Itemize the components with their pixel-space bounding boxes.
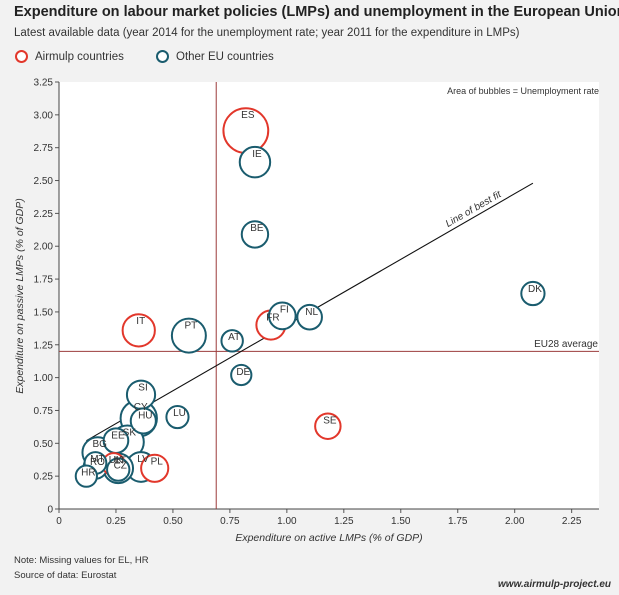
x-tick-label: 0	[56, 516, 62, 527]
bubble-label-fi: FI	[280, 305, 289, 316]
bubble-label-lt: LT	[115, 455, 126, 466]
bubble-hu	[129, 407, 157, 435]
y-tick-label: 2.00	[34, 242, 54, 253]
y-tick-label: 2.75	[34, 143, 54, 154]
x-tick-label: 1.25	[334, 516, 354, 527]
y-axis-label: Expenditure on passive LMPs (% of GDP)	[14, 198, 26, 394]
bubble-label-es: ES	[241, 110, 255, 121]
y-tick-label: 3.25	[34, 78, 54, 89]
bubble-label-nl: NL	[305, 307, 318, 318]
y-tick-label: 0.50	[34, 439, 54, 450]
bubble-label-pt: PT	[184, 321, 197, 332]
bubble-label-hu: HU	[138, 410, 152, 421]
bubble-label-cy: CY	[134, 402, 148, 413]
axes: 0 0.25 0.50 0.75 1.00 1.25 1.50 1.75 2.00 2.25 2.5…	[34, 78, 599, 527]
x-tick-label: 1.00	[277, 516, 297, 527]
bubble-it	[121, 313, 156, 348]
x-axis-label: Expenditure on active LMPs (% of GDP)	[235, 532, 422, 544]
bubble-label-bg: BG	[93, 439, 108, 450]
x-tick-label: 1.50	[391, 516, 411, 527]
y-tick-label: 0.25	[34, 472, 54, 483]
bubble-label-it: IT	[136, 316, 145, 327]
bubble-label-ie: IE	[252, 149, 262, 160]
legend-other-label: Other EU countries	[176, 50, 274, 63]
y-tick-label: 2.50	[34, 176, 54, 187]
bubble-label-se: SE	[323, 416, 337, 427]
reference-lines	[59, 82, 599, 509]
chart-subtitle: Latest available data (year 2014 for the…	[14, 27, 520, 39]
bubble-be	[240, 220, 270, 249]
bubble-hr	[74, 464, 98, 488]
x-tick-label: 0.50	[163, 516, 183, 527]
bubble-label-cz: CZ	[114, 460, 127, 471]
x-tick-label: 0.75	[220, 516, 240, 527]
bubble-label-mt: MT	[90, 454, 104, 465]
x-tick-label: 2.25	[562, 516, 582, 527]
x-tick-label: 1.75	[448, 516, 468, 527]
y-tick-label: 2.25	[34, 209, 54, 220]
bubble-nl	[296, 303, 323, 331]
legend-other: Other EU countries	[156, 50, 274, 63]
y-tick-label: 3.00	[34, 110, 54, 121]
x-tick-label: 0.25	[106, 516, 126, 527]
legend-airmulp-label: Airmulp countries	[35, 50, 124, 63]
bubble-size-note: Area of bubbles = Unemployment rate	[447, 86, 599, 96]
bubble-label-ee: EE	[111, 430, 125, 441]
legend-airmulp: Airmulp countries	[15, 50, 124, 63]
bubble-lu	[165, 404, 190, 430]
bubble-label-de: DE	[236, 367, 250, 378]
y-tick-label: 1.50	[34, 307, 54, 318]
chart-title: Expenditure on labour market policies (L…	[14, 4, 619, 20]
eu28-average-label: EU28 average	[534, 339, 598, 350]
bubble-label-si: SI	[138, 383, 147, 394]
bubble-label-pl: PL	[151, 457, 164, 468]
bubbles	[74, 107, 546, 488]
bubble-label-at: AT	[228, 332, 240, 343]
note-missing: Note: Missing values for EL, HR	[14, 555, 149, 566]
bubble-label-dk: DK	[528, 284, 542, 295]
bubble-label-lu: LU	[173, 408, 186, 419]
y-tick-label: 1.75	[34, 275, 54, 286]
bubble-dk	[520, 280, 546, 307]
scatter-chart: 0 0.25 0.50 0.75 1.00 1.25 1.50 1.75 2.00 2.25 2.5…	[14, 78, 599, 544]
note-source: Source of data: Eurostat	[14, 570, 117, 581]
bubble-label-be: BE	[250, 223, 264, 234]
bubble-fi	[267, 301, 297, 331]
bubble-pl	[140, 453, 170, 483]
legend-airmulp-swatch	[15, 50, 28, 63]
bubble-de	[230, 363, 253, 387]
bubble-pt	[170, 317, 207, 354]
bubble-se	[314, 412, 342, 440]
y-tick-label: 1.00	[34, 373, 54, 384]
y-tick-label: 1.25	[34, 340, 54, 351]
y-tick-label: 0.75	[34, 406, 54, 417]
y-tick-label: 0	[47, 505, 53, 516]
legend-other-swatch	[156, 50, 169, 63]
bubble-label-uk: UK	[109, 455, 123, 466]
bubble-label-sk: SK	[123, 428, 137, 439]
bubble-at	[220, 329, 244, 353]
bubble-label-lv: LV	[137, 454, 149, 465]
bubble-label-fr: FR	[266, 313, 279, 324]
bubble-label-ro: RO	[90, 457, 105, 468]
bubble-label-hr: HR	[81, 468, 95, 479]
website-link[interactable]: www.airmulp-project.eu	[498, 579, 611, 590]
bubble-ie	[238, 145, 272, 179]
x-tick-label: 2.00	[505, 516, 525, 527]
bubble-cz	[106, 457, 131, 482]
